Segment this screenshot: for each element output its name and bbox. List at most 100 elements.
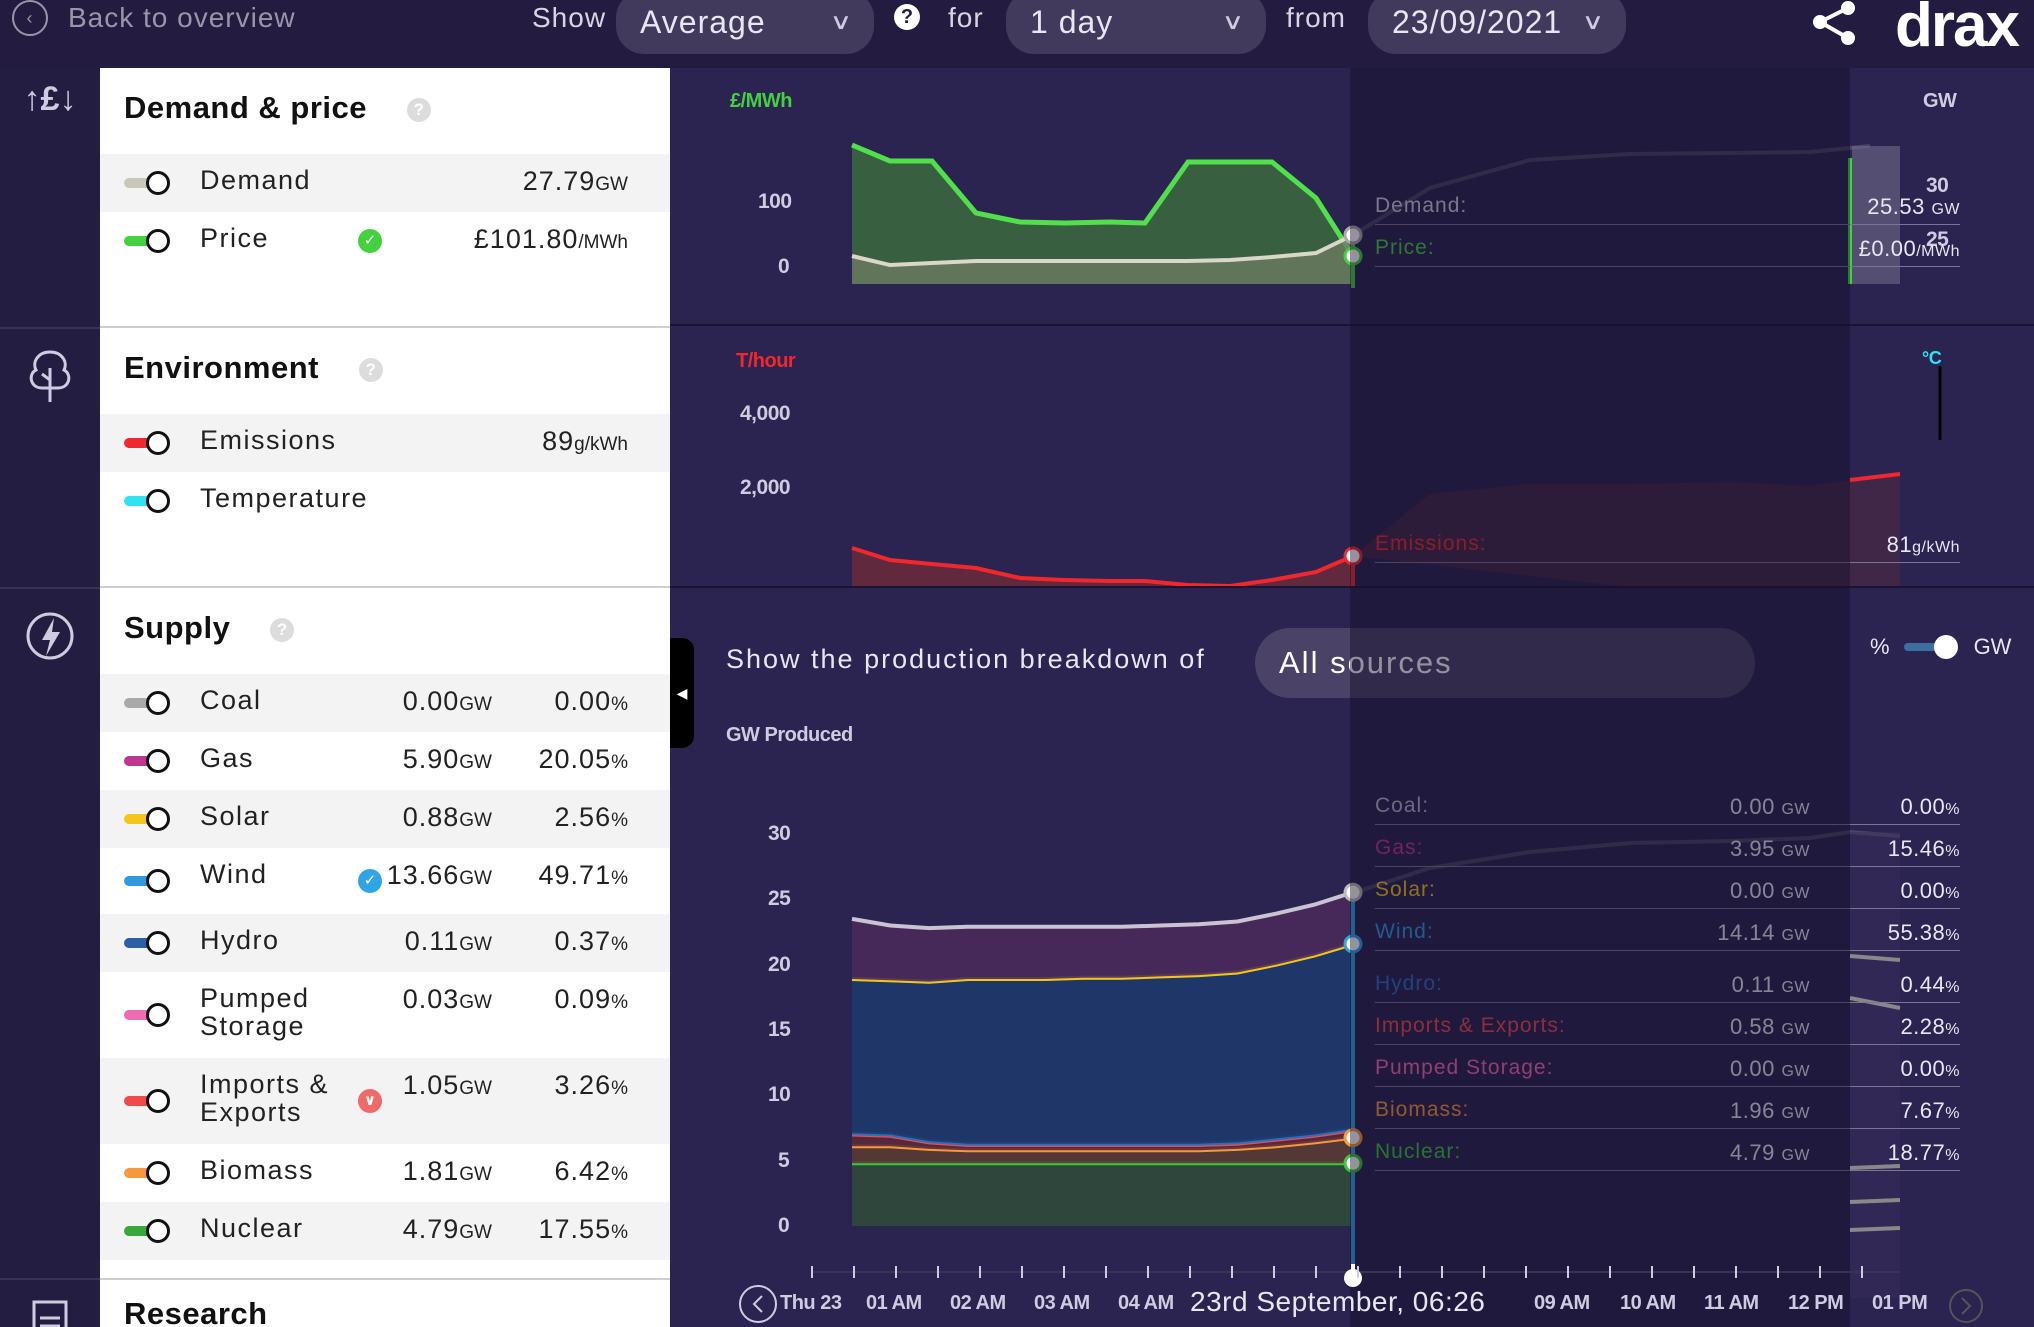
timeline-label[interactable]: 11 AM	[1704, 1292, 1759, 1314]
demand-toggle[interactable]	[124, 171, 172, 195]
timeline-label[interactable]: 02 AM	[950, 1292, 1006, 1314]
demand-label: Demand	[200, 165, 312, 195]
price-row[interactable]: Price ✓ £101.80/MWh	[100, 212, 670, 270]
tooltip-gw-unit: GW	[1781, 1063, 1810, 1080]
supply-row-coal[interactable]: Coal 0.00GW 0.00%	[100, 674, 670, 732]
timeline-label[interactable]: 01 AM	[866, 1292, 922, 1314]
demand-row[interactable]: Demand 27.79GW	[100, 154, 670, 212]
share-icon[interactable]	[1808, 0, 1860, 48]
help-icon[interactable]: ?	[407, 97, 432, 122]
supply-gw-value: 0.00	[402, 686, 460, 716]
tooltip-price-unit: /MWh	[1916, 243, 1960, 260]
supply-gw-value: 4.79	[402, 1214, 460, 1244]
supply-toggle[interactable]	[124, 807, 172, 831]
produced-tick: 15	[768, 1018, 791, 1041]
supply-toggle[interactable]	[124, 1089, 172, 1113]
drax-logo[interactable]: drax	[1895, 0, 2020, 60]
supply-row-pumped[interactable]: Pumped Storage 0.03GW 0.09%	[100, 972, 670, 1058]
timeline-label[interactable]: 12 PM	[1788, 1292, 1844, 1314]
supply-gw: 5.90GW	[403, 744, 492, 775]
collapse-panel-button[interactable]: ◀	[670, 638, 694, 748]
supply-pct: 49.71%	[539, 860, 628, 891]
supply-gw: 1.05GW	[403, 1070, 492, 1101]
supply-pct-unit: %	[611, 1222, 628, 1243]
timeline-axis[interactable]	[670, 1264, 2034, 1327]
help-icon[interactable]: ?	[358, 357, 383, 382]
tree-icon[interactable]	[18, 344, 82, 408]
tooltip-pct-value: 0.00	[1900, 878, 1946, 903]
show-dropdown[interactable]: Average ∨	[616, 0, 874, 54]
supply-marker	[1343, 934, 1363, 954]
unit-toggle[interactable]: % GW	[1870, 634, 2011, 660]
gw-label: GW	[1973, 634, 2012, 659]
area-nuclear	[852, 1163, 1353, 1226]
supply-row-imports[interactable]: Imports & Exports ∨ 1.05GW 3.26%	[100, 1058, 670, 1144]
tooltip-gw-value: 0.11	[1731, 972, 1775, 997]
supply-row-gas[interactable]: Gas 5.90GW 20.05%	[100, 732, 670, 790]
supply-toggle[interactable]	[124, 931, 172, 955]
emissions-chart	[851, 366, 1942, 586]
supply-row-nuclear[interactable]: Nuclear 4.79GW 17.55%	[100, 1202, 670, 1260]
supply-toggle[interactable]	[124, 691, 172, 715]
produced-tick: 0	[778, 1214, 790, 1237]
supply-row-hydro[interactable]: Hydro 0.11GW 0.37%	[100, 914, 670, 972]
check-icon: ✓	[358, 869, 382, 893]
supply-gw-unit: GW	[459, 1078, 492, 1099]
supply-toggle[interactable]	[124, 869, 172, 893]
supply-gw-unit: GW	[459, 934, 492, 955]
help-icon[interactable]: ?	[894, 4, 920, 30]
supply-pct: 2.56%	[555, 802, 628, 833]
tooltip-pct-value: 18.77	[1887, 1140, 1946, 1165]
supply-gw: 0.03GW	[403, 984, 492, 1015]
from-label: from	[1286, 2, 1346, 33]
tooltip-emissions-value: 81	[1886, 532, 1913, 557]
supply-label: Wind	[200, 859, 268, 889]
timeline-label[interactable]: Thu 23	[780, 1292, 842, 1314]
date-value: 23/09/2021	[1392, 3, 1563, 40]
supply-pct-value: 20.05	[538, 744, 612, 774]
temperature-label: Temperature	[200, 483, 369, 513]
timeline-label[interactable]: 04 AM	[1118, 1292, 1174, 1314]
supply-toggle[interactable]	[124, 1219, 172, 1243]
supply-toggle[interactable]	[124, 1003, 172, 1027]
tooltip-gw-unit: GW	[1781, 927, 1810, 944]
emissions-toggle[interactable]	[124, 431, 172, 455]
temperature-toggle[interactable]	[124, 489, 172, 513]
supply-gw: 0.88GW	[403, 802, 492, 833]
date-dropdown[interactable]: 23/09/2021 ∨	[1368, 0, 1626, 54]
pound-arrows-icon[interactable]: ↑£↓	[23, 80, 77, 118]
environment-title: Environment	[124, 350, 319, 385]
supply-row-solar[interactable]: Solar 0.88GW 2.56%	[100, 790, 670, 848]
supply-label: Hydro	[200, 925, 280, 955]
tooltip-gw-value: 0.00	[1730, 878, 1775, 903]
tooltip-supply-gw: 0.00 GW	[1620, 878, 1810, 904]
timeline-label[interactable]: 01 PM	[1872, 1292, 1928, 1314]
sources-dropdown[interactable]: All sources	[1255, 628, 1755, 698]
demand-unit: GW	[595, 174, 628, 195]
timeline-label[interactable]: 09 AM	[1534, 1292, 1590, 1314]
help-icon[interactable]: ?	[270, 617, 295, 642]
tooltip-gw-value: 1.96	[1730, 1098, 1775, 1123]
period-dropdown[interactable]: 1 day ∨	[1006, 0, 1266, 54]
timeline-label[interactable]: 10 AM	[1620, 1292, 1676, 1314]
emissions-tick: 4,000	[740, 402, 791, 425]
timeline-label[interactable]: 03 AM	[1034, 1292, 1090, 1314]
tooltip-pct-value: 7.67	[1900, 1098, 1946, 1123]
supply-gw-unit: GW	[459, 1222, 492, 1243]
lightning-icon[interactable]	[18, 604, 82, 668]
tooltip-gw-unit: GW	[1781, 979, 1810, 996]
supply-toggle[interactable]	[124, 749, 172, 773]
supply-row-wind[interactable]: Wind ✓ 13.66GW 49.71%	[100, 848, 670, 914]
supply-toggle[interactable]	[124, 1161, 172, 1185]
emissions-row[interactable]: Emissions 89g/kWh	[100, 414, 670, 472]
back-to-overview-link[interactable]: ‹ Back to overview	[12, 0, 296, 36]
supply-pct-value: 0.37	[554, 926, 612, 956]
supply-gw-unit: GW	[459, 694, 492, 715]
supply-gw-value: 5.90	[402, 744, 460, 774]
tooltip-gw-unit: GW	[1781, 1021, 1810, 1038]
chevron-down-icon: ∨	[829, 9, 854, 34]
document-icon[interactable]	[18, 1294, 82, 1327]
supply-row-biomass[interactable]: Biomass 1.81GW 6.42%	[100, 1144, 670, 1202]
temperature-row[interactable]: Temperature	[100, 472, 670, 530]
price-toggle[interactable]	[124, 229, 172, 253]
